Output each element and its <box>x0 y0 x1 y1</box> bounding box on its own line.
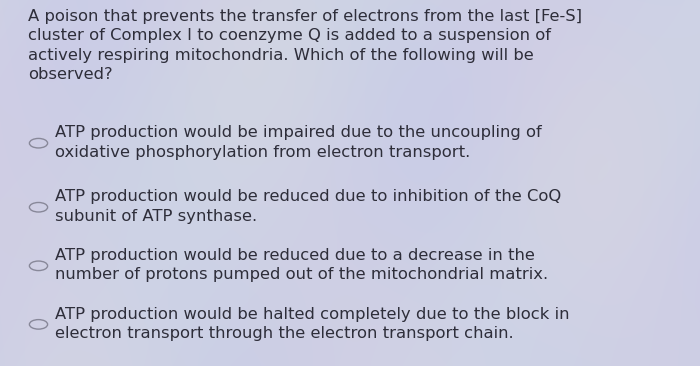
Text: ATP production would be reduced due to inhibition of the CoQ
subunit of ATP synt: ATP production would be reduced due to i… <box>55 189 561 224</box>
Text: A poison that prevents the transfer of electrons from the last [Fe-S]
cluster of: A poison that prevents the transfer of e… <box>28 9 582 82</box>
Text: ATP production would be reduced due to a decrease in the
number of protons pumpe: ATP production would be reduced due to a… <box>55 248 547 282</box>
Text: ATP production would be impaired due to the uncoupling of
oxidative phosphorylat: ATP production would be impaired due to … <box>55 125 541 160</box>
Text: ATP production would be halted completely due to the block in
electron transport: ATP production would be halted completel… <box>55 307 569 341</box>
